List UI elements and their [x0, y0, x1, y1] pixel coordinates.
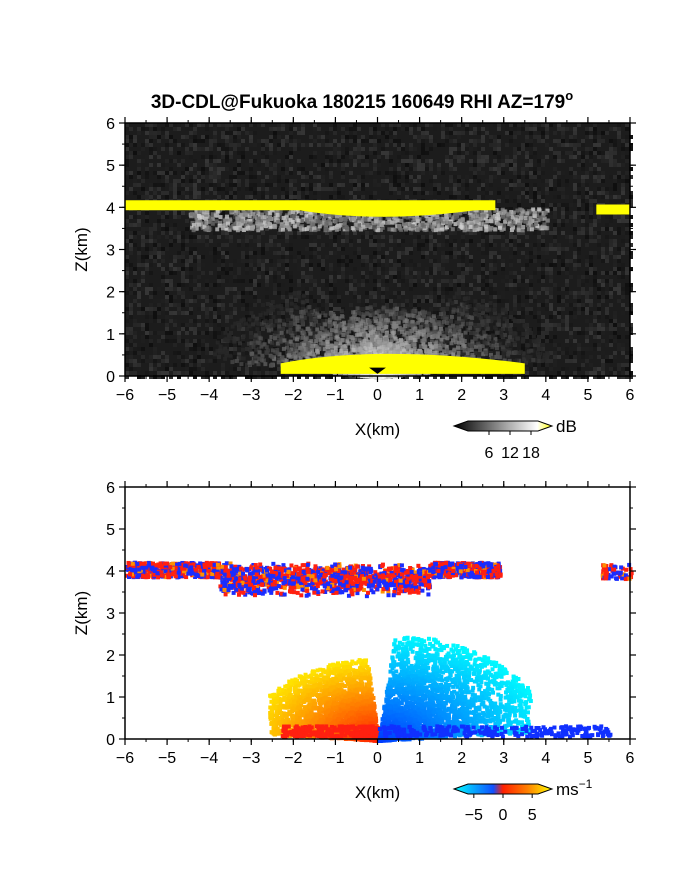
plot-area	[125, 123, 633, 380]
colorbar-tick-label: 18	[522, 445, 540, 462]
y-tick-label: 6	[106, 480, 115, 497]
x-tick-label: 1	[415, 750, 424, 767]
x-tick-label: −1	[326, 750, 344, 767]
y-axis-label: Z(km)	[72, 227, 91, 271]
x-tick-label: −2	[284, 750, 302, 767]
x-tick-label: 2	[457, 750, 466, 767]
x-tick-label: −3	[242, 387, 260, 404]
x-tick-label: 3	[499, 387, 508, 404]
y-tick-label: 6	[106, 116, 115, 133]
colorbar-unit: dB	[556, 417, 577, 436]
x-tick-label: 1	[415, 387, 424, 404]
velocity-panel: −6 −5 −4 −3 −2 −1 0 1 2 3 4 5 60123456X(km)Z(km)ms−1…	[72, 480, 636, 824]
y-tick-label: 4	[106, 200, 115, 217]
x-tick-label: −1	[326, 387, 344, 404]
y-tick-label: 2	[106, 285, 115, 302]
colorbar-scale	[452, 420, 554, 432]
y-tick-label: 2	[106, 648, 115, 665]
approaching-sector	[268, 658, 382, 743]
colorbar-tick-label: 0	[499, 807, 508, 824]
y-axis-label: Z(km)	[72, 591, 91, 635]
x-axis-label: X(km)	[355, 420, 400, 439]
y-tick-label: 5	[106, 158, 115, 175]
y-tick-label: 1	[106, 327, 115, 344]
colorbar-tick-label: 6	[485, 445, 494, 462]
cloud-base-layer	[125, 200, 496, 217]
y-tick-label: 3	[106, 243, 115, 260]
colorbar-scale	[452, 783, 554, 795]
x-axis: −6 −5 −4 −3 −2 −1 0 1 2 3 4 5 6	[116, 117, 635, 404]
degree-superscript: o	[565, 88, 573, 103]
x-tick-label: −4	[200, 750, 218, 767]
colorbar-tick-label: 5	[528, 807, 537, 824]
x-tick-label: 3	[499, 750, 508, 767]
x-tick-label: −4	[200, 387, 218, 404]
x-tick-label: 5	[583, 750, 592, 767]
x-tick-label: 4	[541, 750, 550, 767]
y-tick-label: 5	[106, 522, 115, 539]
x-tick-label: 0	[373, 750, 382, 767]
near-ground-return	[280, 353, 525, 374]
x-axis: −6 −5 −4 −3 −2 −1 0 1 2 3 4 5 6	[116, 481, 635, 767]
x-tick-label: 2	[457, 387, 466, 404]
colorbar: ms−1 −5 0 5	[452, 777, 593, 824]
x-tick-label: −6	[116, 387, 134, 404]
x-tick-label: −6	[116, 750, 134, 767]
colorbar: dB 6 12 18	[452, 417, 577, 462]
x-tick-label: 5	[583, 387, 592, 404]
x-tick-label: −3	[242, 750, 260, 767]
x-axis-label: X(km)	[355, 783, 400, 802]
x-tick-label: 4	[541, 387, 550, 404]
cloud-base-layer-right	[596, 204, 630, 215]
x-tick-label: 6	[626, 387, 635, 404]
x-tick-label: −5	[158, 387, 176, 404]
y-axis: 0 1 2 3 4 5 6	[106, 116, 636, 386]
colorbar-tick-label: 12	[501, 445, 519, 462]
colorbar-label: ms−1	[556, 777, 593, 799]
plot-area	[125, 487, 634, 743]
y-tick-label: 0	[106, 732, 115, 749]
colorbar-unit-exponent: −1	[579, 777, 593, 791]
x-tick-label: −2	[284, 387, 302, 404]
plot-background	[125, 487, 630, 739]
y-tick-label: 4	[106, 564, 115, 581]
y-tick-label: 3	[106, 606, 115, 623]
chart-title: 3D-CDL@Fukuoka 180215 160649 RHI AZ=179o	[151, 88, 573, 113]
svg-text:3D-CDL@Fukuoka 180215 160649 R: 3D-CDL@Fukuoka 180215 160649 RHI AZ=179o	[151, 88, 573, 113]
y-tick-label: 1	[106, 690, 115, 707]
chart-title-text: 3D-CDL@Fukuoka 180215 160649 RHI AZ=179	[151, 92, 565, 113]
x-tick-label: 0	[373, 387, 382, 404]
colorbar-tick-label: −5	[465, 807, 483, 824]
cloud-layer-right	[600, 562, 634, 582]
y-axis: 0 1 2 3 4 5 6	[106, 480, 636, 749]
x-tick-label: 6	[626, 750, 635, 767]
colorbar-unit: ms	[556, 780, 579, 799]
x-tick-label: −5	[158, 750, 176, 767]
y-tick-label: 0	[106, 369, 115, 386]
cloud-layer-velocity	[125, 560, 503, 599]
colorbar-label: dB	[556, 417, 577, 436]
